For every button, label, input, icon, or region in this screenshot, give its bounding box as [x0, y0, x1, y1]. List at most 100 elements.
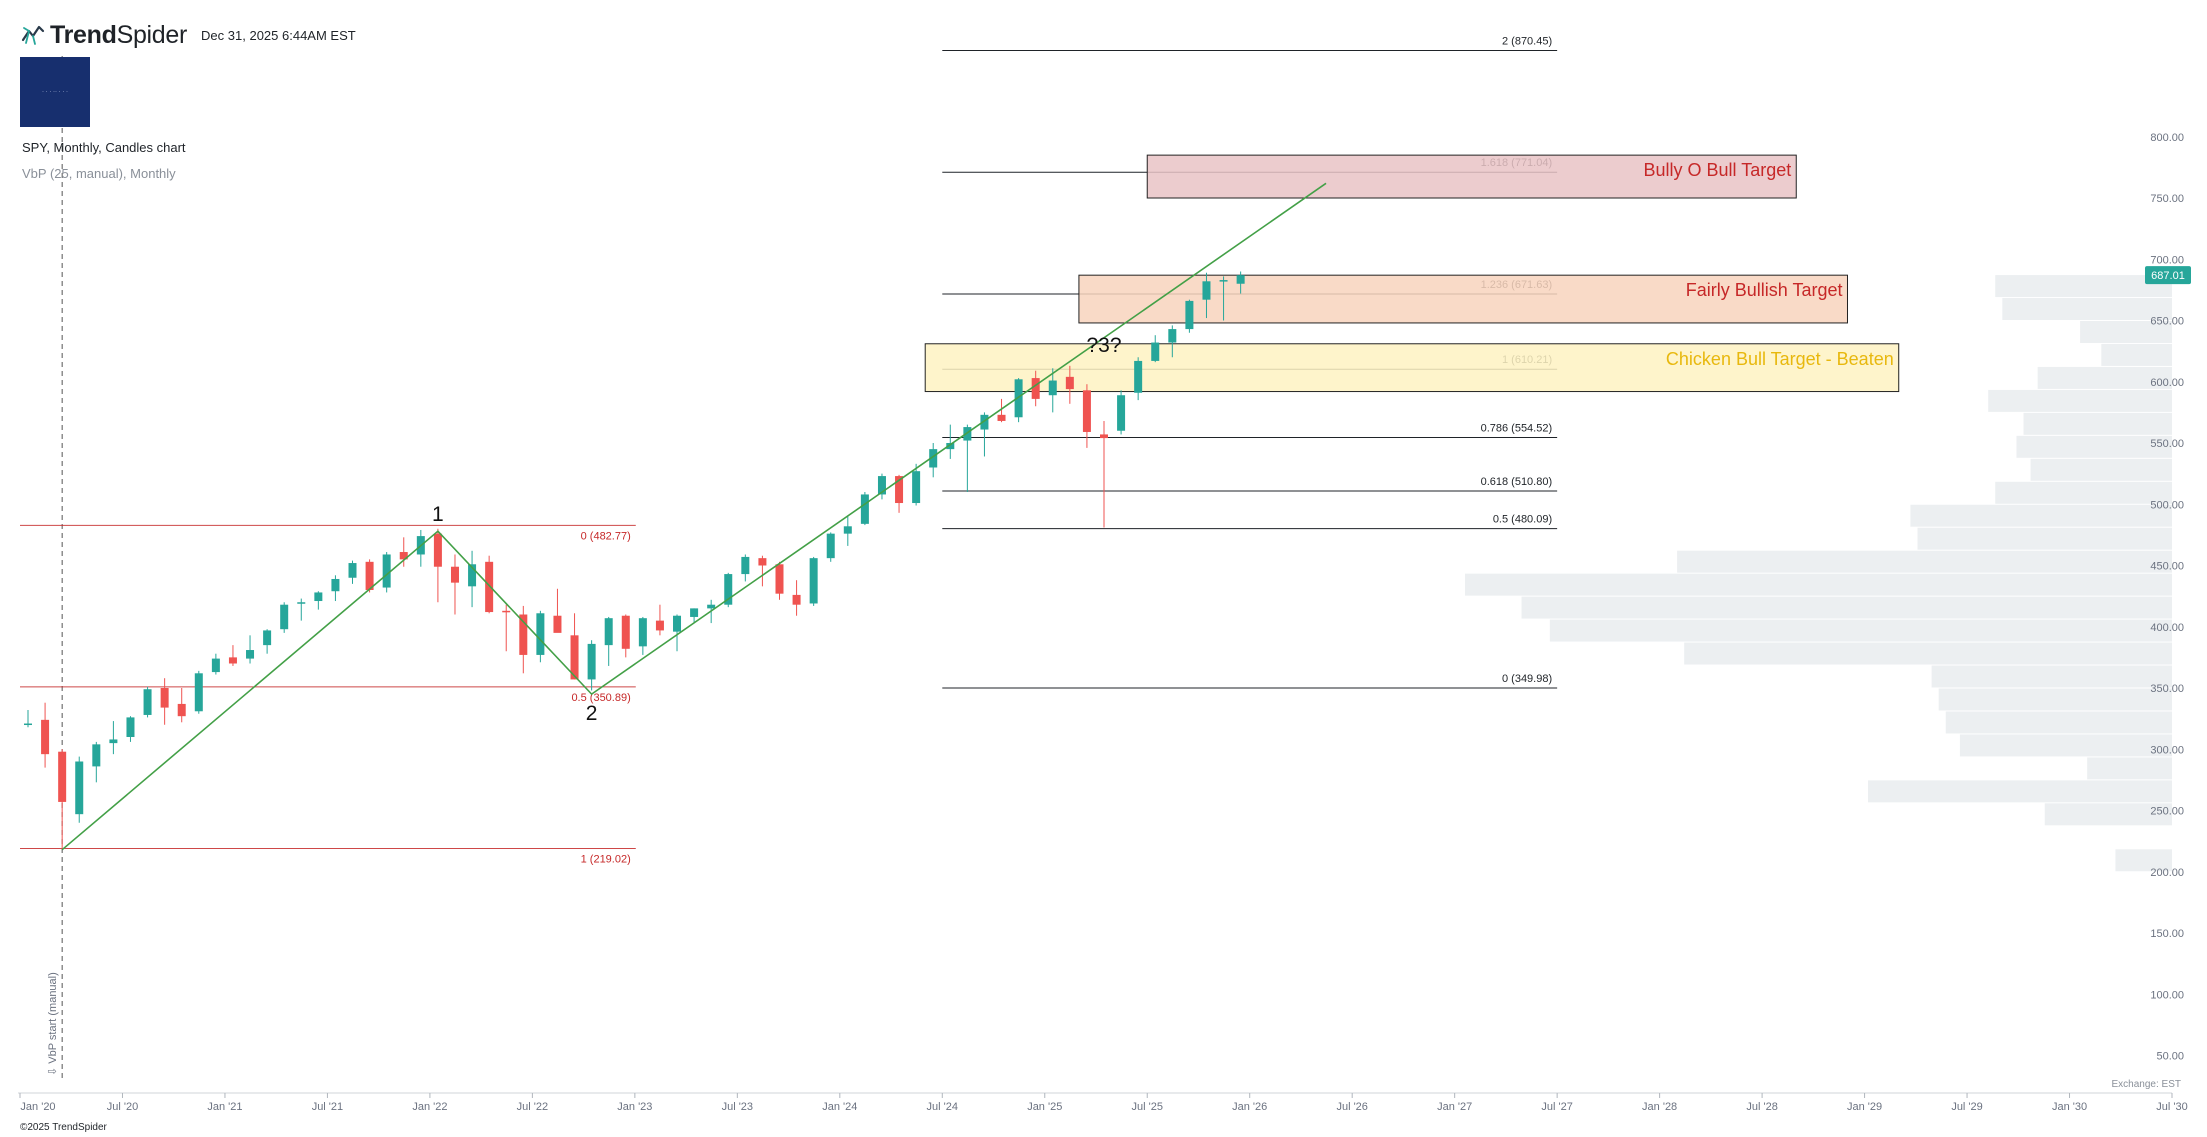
vbp-bar [2037, 366, 2172, 389]
x-tick-label: Jan '24 [822, 1101, 857, 1113]
candle-body [792, 594, 801, 605]
brand-prefix: Trend [50, 20, 117, 49]
candle-body [1082, 390, 1091, 432]
candle-body [1048, 380, 1057, 396]
vbp-bar [1867, 780, 2172, 803]
vbp-bar [1549, 619, 2172, 642]
x-tick-label: Jan '23 [617, 1101, 652, 1113]
chart-title: SPY, Monthly, Candles chart [22, 140, 186, 155]
target-zone-label: Fairly Bullish Target [1686, 280, 1843, 300]
wave-label: ?3? [1086, 334, 1121, 357]
x-tick-label: Jul '25 [1132, 1101, 1163, 1113]
target-zone [1146, 154, 1797, 199]
x-axis: Jan '20 Jul '20 Jan '21 Jul '21 Jan '22 Jul '… [18, 1092, 2188, 1113]
candle-body [1168, 329, 1177, 343]
y-tick-label: 750.00 [2150, 193, 2184, 205]
candle-body [690, 608, 699, 617]
y-tick-label: 650.00 [2150, 316, 2184, 328]
candle-body [1236, 275, 1245, 284]
vbp-bar [2044, 803, 2172, 826]
vbp-start-marker: ⇩ VbP start (manual) [47, 56, 63, 1080]
brand-suffix: Spider [116, 20, 188, 49]
candle-body [980, 414, 989, 430]
candle-body [502, 610, 511, 613]
x-tick-label: Jul '21 [312, 1101, 343, 1113]
y-tick-label: 600.00 [2150, 377, 2184, 389]
candle-body [997, 414, 1006, 421]
exchange-label: Exchange: EST [2111, 1079, 2181, 1090]
candles [24, 271, 1245, 850]
candle-body [775, 564, 784, 594]
candle-body [109, 739, 118, 744]
y-tick-label: 450.00 [2150, 561, 2184, 573]
x-tick-label: Jan '30 [2052, 1101, 2087, 1113]
target-zone-label: Bully O Bull Target [1644, 160, 1792, 180]
candle-body [638, 618, 647, 647]
vbp-bar [2087, 757, 2172, 780]
candle-body [1185, 300, 1194, 330]
header: TrendSpider Dec 31, 2025 6:44AM EST [20, 18, 356, 52]
x-tick-label: Jan '26 [1232, 1101, 1267, 1113]
x-tick-label: Jan '20 [20, 1101, 55, 1113]
candle-body [1117, 395, 1126, 431]
vbp-bar [1938, 688, 2172, 711]
candle-body [280, 604, 289, 630]
vbp-bar [1677, 550, 2172, 573]
candle-body [826, 533, 835, 559]
vbp-bar [1917, 527, 2172, 550]
candle-body [228, 657, 237, 664]
vbp-bar [2080, 321, 2172, 343]
candle-body [143, 689, 152, 715]
vbp-bar [2016, 435, 2172, 458]
vbp-bar [1931, 665, 2172, 688]
y-tick-label: 350.00 [2150, 683, 2184, 695]
candle-body [263, 630, 272, 646]
last-price-label: 687.01 [2151, 270, 2185, 282]
y-tick-label: 200.00 [2150, 867, 2184, 879]
candle-body [450, 566, 459, 583]
candle-body [673, 615, 682, 632]
candle-body [1202, 281, 1211, 300]
candle-body [963, 427, 972, 441]
candle-body [485, 561, 494, 613]
candle-body [519, 614, 528, 655]
x-tick-label: Jan '29 [1847, 1101, 1882, 1113]
user-logo-image: · · · ·· · · · [20, 57, 90, 127]
y-tick-label: 250.00 [2150, 806, 2184, 818]
fib-right-level-label: 0.5 (480.09) [1493, 514, 1552, 526]
candle-body [382, 554, 391, 588]
candle-body [399, 552, 408, 560]
candle-body [877, 476, 886, 495]
indicator-title[interactable]: VbP (25, manual), Monthly [22, 166, 176, 181]
target-zones: Bully O Bull Target Fairly Bullish Target… [924, 154, 1900, 393]
y-tick-label: 100.00 [2150, 989, 2184, 1001]
candle-body [621, 615, 630, 649]
volume-profile [1465, 275, 2172, 872]
candle-body [1065, 376, 1074, 390]
fib-right-level-label: 2 (870.45) [1502, 35, 1552, 47]
vbp-bar [2030, 458, 2172, 481]
fib-right-level-label: 0.618 (510.80) [1481, 476, 1553, 488]
vbp-bar [2115, 849, 2172, 872]
y-tick-label: 50.00 [2156, 1051, 2184, 1063]
vbp-bar [1988, 389, 2172, 412]
candle-body [1014, 379, 1023, 418]
x-tick-label: Jul '29 [1951, 1101, 1982, 1113]
vbp-bar [2002, 298, 2172, 320]
x-tick-label: Jan '27 [1437, 1101, 1472, 1113]
wave-annotations: 1 2 ?3? [432, 334, 1121, 725]
y-axis: 800.00 750.00 700.00 650.00 600.00 550.00 500.… [2145, 132, 2191, 1063]
x-tick-label: Jul '23 [722, 1101, 753, 1113]
target-zone [924, 343, 1900, 393]
fib-right-level-label: 0.786 (554.52) [1481, 422, 1553, 434]
x-tick-label: Jul '24 [927, 1101, 958, 1113]
fib-retracement-left: 0 (482.77) 0.5 (350.89) 1 (219.02) [20, 524, 636, 865]
vbp-bar [1684, 642, 2172, 665]
candle-body [348, 563, 357, 578]
candle-body [1151, 342, 1160, 361]
fib-left-level-label: 0.5 (350.89) [571, 692, 630, 704]
candle-body [843, 526, 852, 534]
candle-body [758, 558, 767, 566]
y-tick-label: 700.00 [2150, 254, 2184, 266]
